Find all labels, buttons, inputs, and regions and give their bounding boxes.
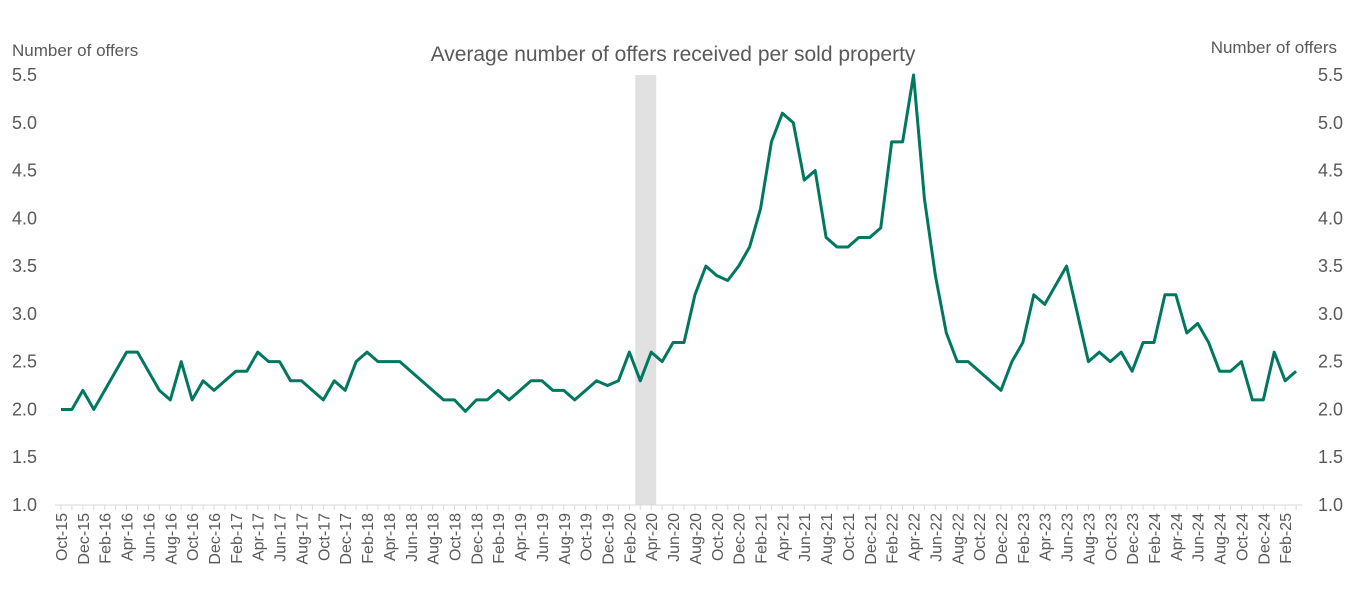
x-tick-label: Apr-19	[513, 513, 530, 561]
y-tick-label-left: 5.5	[12, 65, 37, 85]
y-tick-label-left: 2.5	[12, 352, 37, 372]
x-tick-label: Oct-18	[447, 513, 464, 561]
x-tick-label: Jun-24	[1191, 513, 1208, 562]
x-tick-label: Feb-16	[98, 513, 115, 564]
x-tick-label: Jun-18	[404, 513, 421, 562]
x-tick-label: Aug-19	[557, 513, 574, 565]
x-tick-label: Feb-18	[360, 513, 377, 564]
x-tick-label: Oct-16	[185, 513, 202, 561]
x-tick-label: Oct-17	[316, 513, 333, 561]
y-tick-label-right: 5.5	[1318, 65, 1343, 85]
x-tick-label: Dec-24	[1256, 513, 1273, 565]
y-tick-label-left: 5.0	[12, 113, 37, 133]
axes	[55, 504, 1303, 510]
x-tick-label: Dec-17	[338, 513, 355, 565]
x-tick-label: Oct-20	[710, 513, 727, 561]
x-tick-label: Feb-23	[1016, 513, 1033, 564]
x-tick-label: Oct-15	[54, 513, 71, 561]
x-tick-label: Feb-21	[754, 513, 771, 564]
y-tick-label-left: 1.5	[12, 447, 37, 467]
x-tick-label: Aug-22	[950, 513, 967, 565]
x-tick-label: Dec-18	[469, 513, 486, 565]
x-ticks: Oct-15 Dec-15 Feb-16 Apr-16 Jun-16 Aug-16 Oct-…	[54, 513, 1295, 565]
x-tick-label: Jun-16	[141, 513, 158, 562]
x-tick-label: Apr-24	[1169, 513, 1186, 561]
x-tick-label: Feb-19	[491, 513, 508, 564]
y-tick-label-left: 2.0	[12, 399, 37, 419]
x-tick-label: Dec-16	[207, 513, 224, 565]
series-line	[61, 73, 1298, 413]
y-ticks-left: 1.0 1.5 2.0 2.5 3.0 3.5 4.0 4.5 5.0 5.5	[12, 65, 37, 515]
x-tick-label: Aug-21	[819, 513, 836, 565]
x-tick-label: Oct-23	[1103, 513, 1120, 561]
x-tick-label: Jun-23	[1060, 513, 1077, 562]
x-tick-label: Feb-22	[885, 513, 902, 564]
x-tick-label: Oct-22	[972, 513, 989, 561]
y-tick-label-right: 2.0	[1318, 399, 1343, 419]
x-tick-label: Oct-19	[579, 513, 596, 561]
x-tick-label: Aug-16	[163, 513, 180, 565]
y-tick-label-left: 3.5	[12, 256, 37, 276]
x-tick-label: Aug-17	[294, 513, 311, 565]
y-tick-label-left: 1.0	[12, 495, 37, 515]
x-tick-label: Apr-18	[382, 513, 399, 561]
chart-title: Average number of offers received per so…	[431, 43, 916, 66]
x-tick-label: Apr-23	[1038, 513, 1055, 561]
x-tick-label: Feb-17	[229, 513, 246, 564]
y-tick-label-right: 2.5	[1318, 352, 1343, 372]
x-tick-label: Dec-22	[994, 513, 1011, 565]
y-tick-label-right: 4.0	[1318, 208, 1343, 228]
x-tick-label: Feb-20	[622, 513, 639, 564]
x-tick-label: Jun-20	[666, 513, 683, 562]
x-tick-label: Dec-15	[76, 513, 93, 565]
x-tick-label: Dec-19	[601, 513, 618, 565]
x-tick-label: Jun-22	[928, 513, 945, 562]
y-tick-label-right: 4.5	[1318, 161, 1343, 181]
y-tick-label-left: 3.0	[12, 304, 37, 324]
x-tick-label: Oct-21	[841, 513, 858, 561]
y-ticks-right: 1.0 1.5 2.0 2.5 3.0 3.5 4.0 4.5 5.0 5.5	[1318, 65, 1343, 515]
y-tick-label-right: 3.5	[1318, 256, 1343, 276]
y-tick-label-right: 5.0	[1318, 113, 1343, 133]
y-tick-label-right: 1.5	[1318, 447, 1343, 467]
x-tick-label: Aug-20	[688, 513, 705, 565]
x-tick-label: Apr-17	[251, 513, 268, 561]
x-tick-label: Aug-23	[1081, 513, 1098, 565]
x-tick-label: Aug-24	[1213, 513, 1230, 565]
x-tick-label: Feb-24	[1147, 513, 1164, 564]
y-tick-label-left: 4.5	[12, 161, 37, 181]
shaded-band	[635, 75, 657, 505]
y-axis-title-right: Number of offers	[1211, 38, 1337, 57]
x-tick-label: Jun-19	[535, 513, 552, 562]
x-tick-label: Jun-21	[797, 513, 814, 562]
y-axis-title-left: Number of offers	[12, 41, 138, 60]
x-tick-label: Jun-17	[273, 513, 290, 562]
x-tick-label: Dec-23	[1125, 513, 1142, 565]
x-tick-label: Apr-16	[120, 513, 137, 561]
x-tick-label: Dec-21	[863, 513, 880, 565]
x-tick-label: Aug-18	[426, 513, 443, 565]
x-tick-label: Apr-20	[644, 513, 661, 561]
y-tick-label-right: 3.0	[1318, 304, 1343, 324]
x-tick-label: Dec-20	[732, 513, 749, 565]
x-tick-label: Apr-22	[907, 513, 924, 561]
x-tick-label: Oct-24	[1234, 513, 1251, 561]
y-tick-label-left: 4.0	[12, 208, 37, 228]
x-tick-label: Apr-21	[775, 513, 792, 561]
x-tick-label: Feb-25	[1278, 513, 1295, 564]
y-tick-label-right: 1.0	[1318, 495, 1343, 515]
